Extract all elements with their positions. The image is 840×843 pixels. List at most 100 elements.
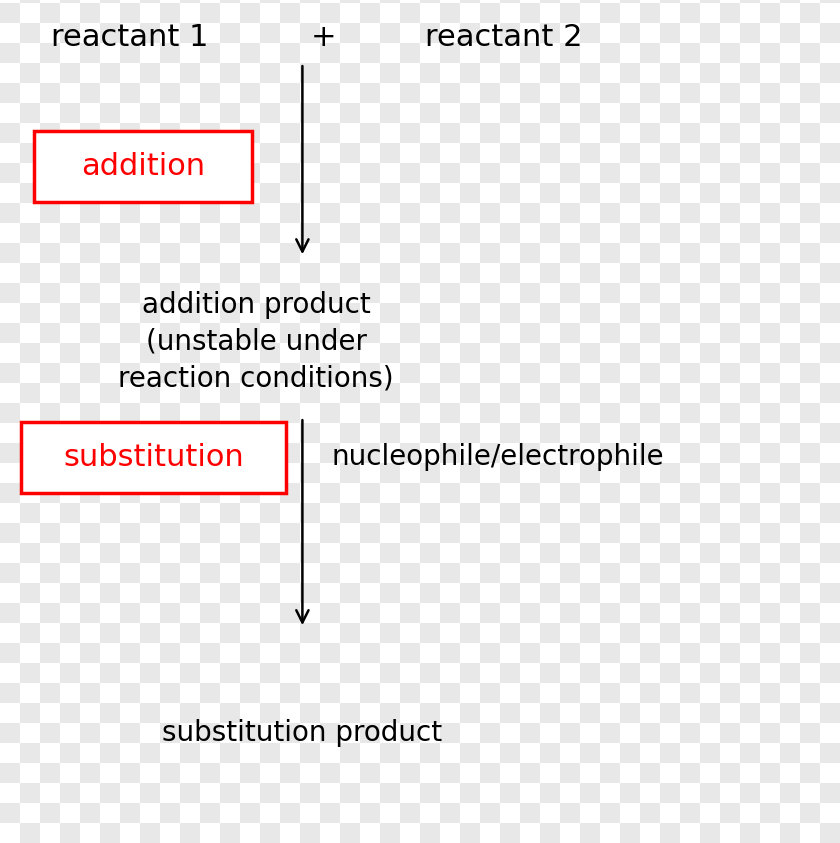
Bar (140, 663, 160, 683)
Bar (460, 743, 480, 763)
Bar (500, 43, 520, 63)
Bar (0, 343, 20, 363)
Bar (140, 483, 160, 503)
Bar (160, 0, 180, 3)
Bar (480, 183, 500, 203)
Bar (680, 203, 700, 223)
Bar (260, 103, 280, 123)
Bar (360, 803, 380, 823)
Bar (220, 503, 240, 523)
Bar (660, 43, 680, 63)
Bar (140, 303, 160, 323)
Bar (460, 63, 480, 83)
Bar (380, 283, 400, 303)
Bar (200, 623, 220, 643)
Bar (680, 0, 700, 3)
Bar (80, 103, 100, 123)
Bar (540, 803, 560, 823)
Bar (20, 243, 40, 263)
Bar (620, 723, 640, 743)
Bar (800, 543, 820, 563)
Bar (700, 63, 720, 83)
Bar (620, 103, 640, 123)
Bar (760, 303, 780, 323)
Bar (340, 563, 360, 583)
Bar (680, 803, 700, 823)
Bar (120, 383, 140, 403)
Bar (540, 223, 560, 243)
Bar (340, 723, 360, 743)
Bar (280, 603, 300, 623)
Bar (180, 643, 200, 663)
Bar (240, 503, 260, 523)
Bar (620, 503, 640, 523)
Bar (700, 183, 720, 203)
Bar (140, 383, 160, 403)
Bar (360, 103, 380, 123)
Bar (240, 323, 260, 343)
Bar (740, 263, 760, 283)
Bar (380, 263, 400, 283)
Bar (740, 723, 760, 743)
Bar (260, 343, 280, 363)
Bar (460, 123, 480, 143)
Bar (720, 123, 740, 143)
Bar (720, 283, 740, 303)
Bar (560, 503, 580, 523)
Bar (300, 383, 320, 403)
Bar (0, 483, 20, 503)
Bar (720, 823, 740, 843)
Bar (800, 363, 820, 383)
Bar (260, 663, 280, 683)
Bar (440, 203, 460, 223)
Bar (120, 43, 140, 63)
Bar (520, 683, 540, 703)
Bar (480, 363, 500, 383)
Bar (780, 483, 800, 503)
Bar (200, 643, 220, 663)
Bar (580, 343, 600, 363)
Bar (800, 763, 820, 783)
Bar (680, 683, 700, 703)
Bar (260, 63, 280, 83)
Bar (520, 543, 540, 563)
Bar (220, 423, 240, 443)
Bar (520, 743, 540, 763)
Bar (660, 683, 680, 703)
Text: substitution: substitution (63, 443, 244, 472)
Bar (240, 483, 260, 503)
Bar (620, 703, 640, 723)
Bar (680, 83, 700, 103)
Bar (180, 0, 200, 3)
Bar (820, 403, 840, 423)
Bar (520, 63, 540, 83)
Bar (760, 603, 780, 623)
Bar (480, 3, 500, 23)
Bar (420, 523, 440, 543)
Bar (0, 83, 20, 103)
Text: reactant 2: reactant 2 (425, 24, 583, 52)
Bar (500, 363, 520, 383)
Bar (300, 23, 320, 43)
Bar (80, 683, 100, 703)
Bar (620, 123, 640, 143)
Bar (34, 131, 252, 202)
Bar (140, 623, 160, 643)
Bar (80, 243, 100, 263)
Bar (20, 563, 40, 583)
Bar (160, 763, 180, 783)
Bar (60, 203, 80, 223)
Bar (760, 703, 780, 723)
Bar (380, 443, 400, 463)
Bar (580, 703, 600, 723)
Bar (420, 403, 440, 423)
Bar (800, 0, 820, 3)
Bar (500, 0, 520, 3)
Bar (660, 383, 680, 403)
Bar (160, 703, 180, 723)
Bar (240, 43, 260, 63)
Bar (620, 563, 640, 583)
Bar (600, 223, 620, 243)
Bar (220, 403, 240, 423)
Bar (520, 803, 540, 823)
